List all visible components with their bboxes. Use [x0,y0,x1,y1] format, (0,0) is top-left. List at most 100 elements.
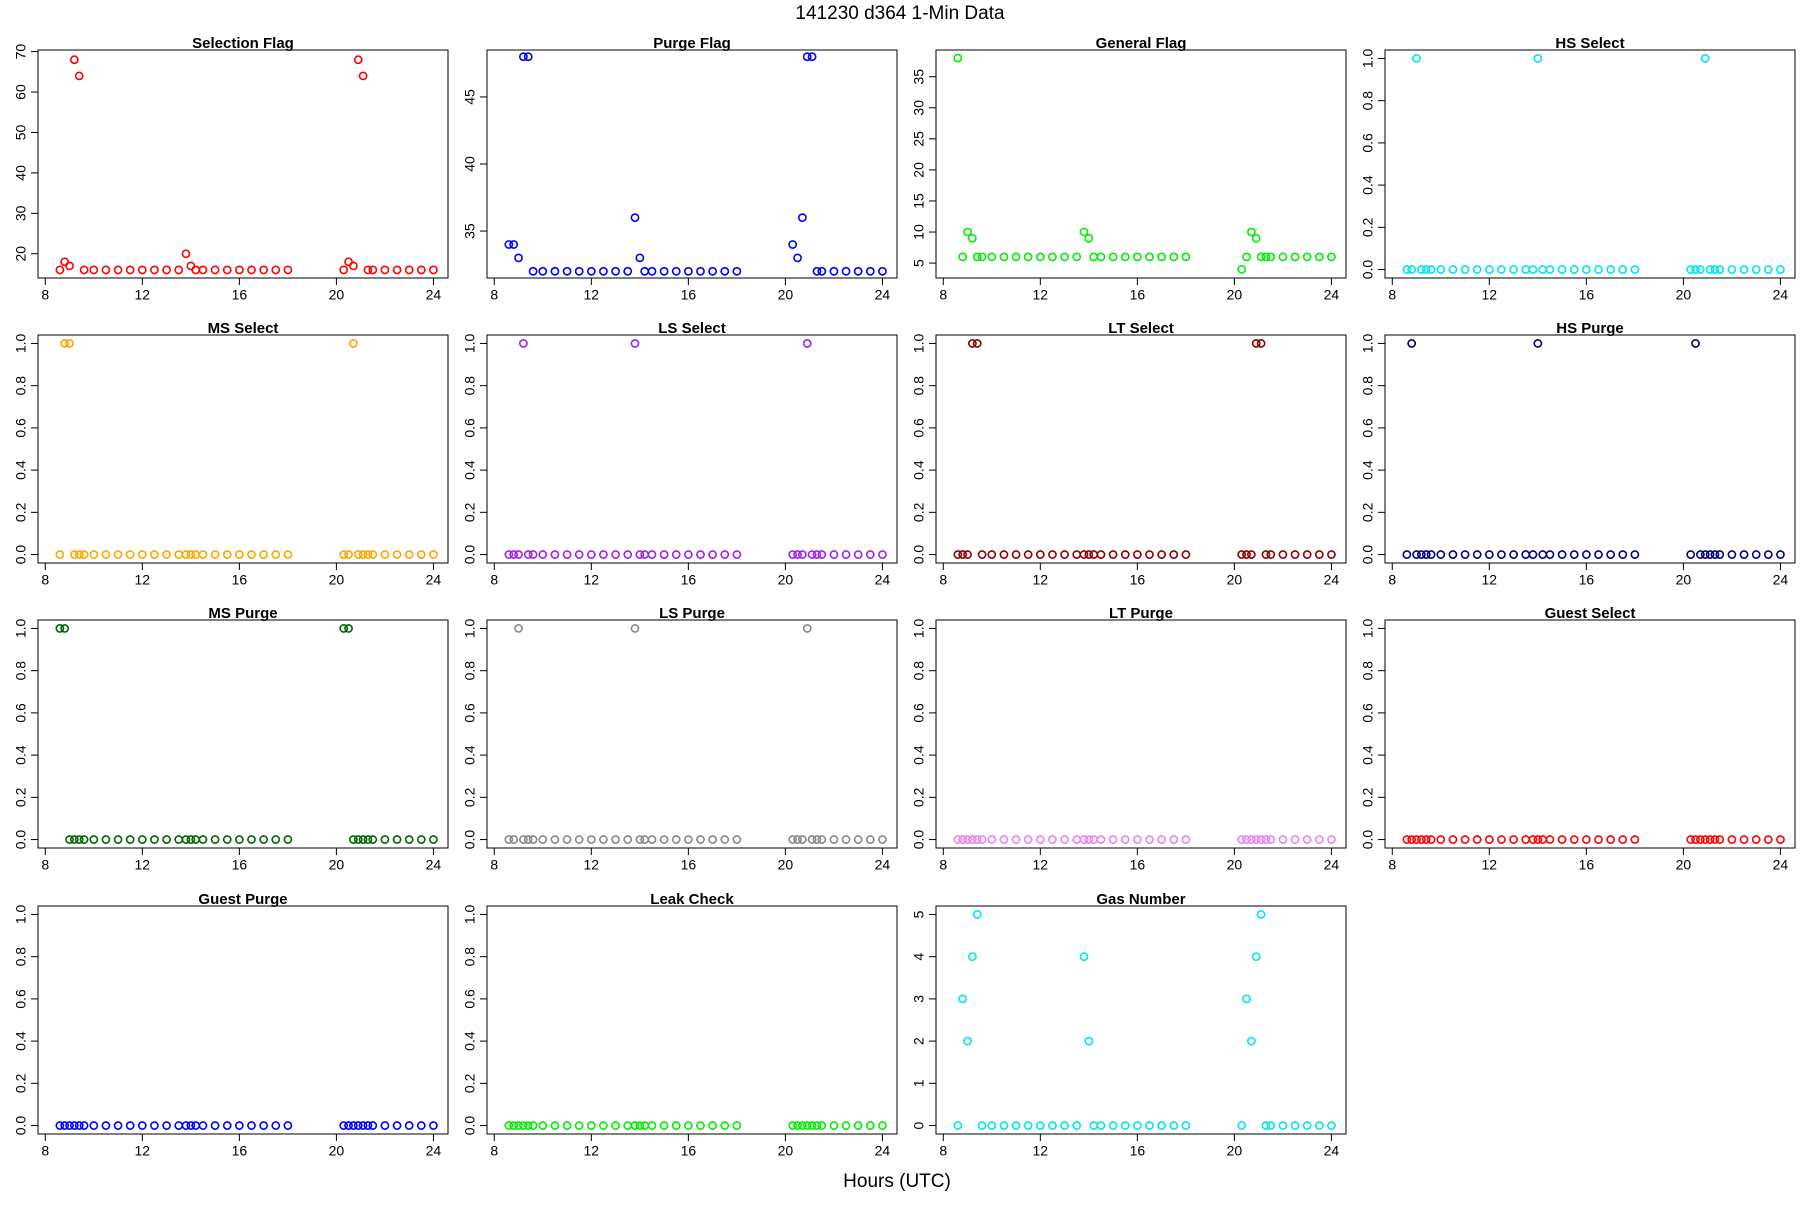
y-tick-label: 30 [911,100,927,116]
panel-title: HS Purge [1556,320,1624,337]
data-point [647,550,657,559]
data-point [1715,550,1725,559]
data-point [1302,550,1312,559]
data-point [113,835,123,844]
data-point [953,1121,963,1130]
data-point [1237,264,1247,274]
data-point [1048,252,1057,262]
data-point [181,835,191,844]
data-point [829,835,839,844]
y-tick-label: 0.4 [13,460,29,480]
y-tick-label: 0.2 [1360,217,1376,237]
data-point [368,835,378,844]
y-tick-label: 0.2 [13,502,29,522]
data-point [1581,550,1591,559]
panel-title: Gas Number [1096,891,1185,908]
data-point [865,550,875,559]
data-point [101,550,111,559]
data-point [635,1121,645,1130]
data-point [283,265,293,275]
data-point [1290,1121,1300,1130]
data-point [696,550,705,559]
data-point [999,835,1009,844]
data-point [1739,550,1749,559]
data-point [79,835,89,844]
data-point [586,835,596,844]
data-point [720,1121,730,1130]
data-point [1145,835,1154,844]
data-point [802,1121,812,1130]
y-tick-label: 0.2 [462,502,478,522]
data-point [1048,835,1057,844]
data-point [550,1121,560,1130]
data-point [380,1121,390,1130]
data-point [1569,265,1579,274]
y-tick-label: 0.8 [1360,661,1376,681]
y-tick-label: 60 [13,84,29,100]
data-point [1407,835,1417,844]
data-point [977,1121,987,1130]
x-tick-label: 8 [939,857,947,873]
y-tick-label: 1.0 [462,334,478,354]
data-point [611,266,620,276]
data-point [550,266,560,276]
data-point [523,835,533,844]
x-tick-label: 24 [426,287,442,303]
y-tick-label: 1.0 [1360,49,1376,69]
data-point [1072,252,1082,262]
data-point [1421,550,1431,559]
y-tick-label: 0.2 [1360,502,1376,522]
data-point [953,835,963,844]
x-tick-label: 16 [232,572,248,588]
data-point [865,835,875,844]
data-point [528,1121,538,1130]
y-tick-label: 0.0 [911,830,927,850]
data-point [708,835,718,844]
data-point [1751,265,1761,274]
data-point [1557,550,1567,559]
panel-title: Leak Check [650,891,734,908]
data-point [1727,835,1737,844]
data-point [630,213,640,223]
data-point [1472,835,1482,844]
data-point [1132,835,1142,844]
data-point [987,550,997,559]
y-tick-label: 0.4 [911,745,927,765]
data-point [1079,835,1089,844]
x-tick-label: 16 [1130,1143,1146,1159]
x-tick-label: 16 [232,1143,248,1159]
data-point [113,1121,123,1130]
data-point [174,835,184,844]
data-point [987,835,997,844]
x-tick-label: 8 [41,1143,49,1159]
data-point [528,550,538,559]
y-tick-label: 0.6 [13,418,29,438]
data-point [963,835,972,844]
data-point [1011,252,1021,262]
data-point [972,910,982,919]
data-point [1035,1121,1045,1130]
data-point [1407,265,1417,274]
data-point [198,1121,208,1130]
x-tick-label: 12 [135,857,151,873]
panel-title: LT Purge [1109,605,1173,622]
y-tick-label: 4 [911,953,927,961]
data-point [1776,265,1785,274]
data-point [210,550,220,559]
data-point [812,550,822,559]
y-tick-label: 35 [462,223,478,239]
data-point [562,266,572,276]
data-point [635,550,645,559]
y-tick-label: 0.8 [13,376,29,396]
data-point [222,550,232,559]
y-tick-label: 0.8 [1360,91,1376,111]
y-tick-label: 0.6 [1360,418,1376,438]
data-point [1776,550,1785,559]
x-tick-label: 16 [681,1143,697,1159]
plot-frame [486,334,898,564]
data-point [150,265,159,275]
y-tick-label: 0.2 [911,787,927,807]
data-point [368,550,378,559]
data-point [708,1121,718,1130]
